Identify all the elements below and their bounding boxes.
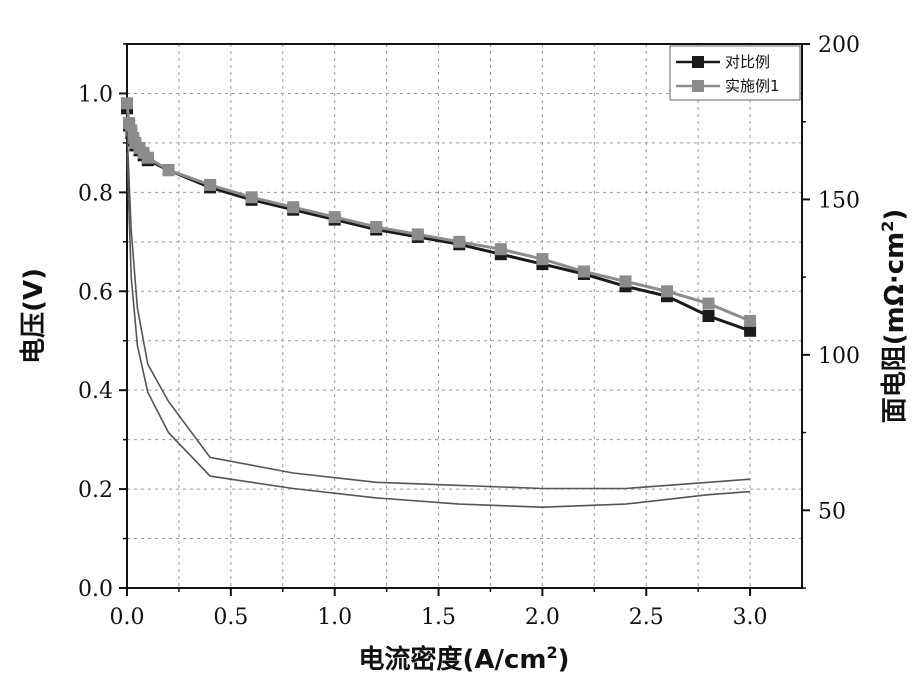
legend-marker-1 xyxy=(692,56,704,68)
series-0-point xyxy=(744,324,757,337)
right-y-axis-title: 面电阻(mΩ·cm2) xyxy=(878,209,910,424)
series-line-2 xyxy=(126,130,751,490)
x-tick-label: 0.0 xyxy=(110,605,145,630)
y-left-tick-label: 0.6 xyxy=(78,280,113,305)
x-tick-label: 1.0 xyxy=(317,605,352,630)
y-left-tick-label: 0.8 xyxy=(78,181,113,206)
x-tick-label: 2.0 xyxy=(525,605,560,630)
x-tick-label: 0.5 xyxy=(213,605,248,630)
series-1-point xyxy=(245,191,258,204)
y-left-tick-label: 0.0 xyxy=(78,577,113,602)
legend-label-1: 对比例 xyxy=(725,53,770,71)
y-left-tick-label: 1.0 xyxy=(78,82,113,107)
legend-marker-2 xyxy=(692,80,704,92)
legend-box xyxy=(669,45,801,101)
series-1-point xyxy=(619,275,632,288)
y-left-tick-label: 0.4 xyxy=(78,379,113,404)
series-0-point xyxy=(702,310,715,322)
series-1-point xyxy=(577,265,590,278)
series-1-point xyxy=(370,221,383,233)
series-1-point xyxy=(744,314,757,327)
legend: 对比例 实施例1 xyxy=(669,45,801,101)
series-layer xyxy=(121,97,757,509)
y-right-tick-label: 50 xyxy=(818,499,846,524)
series-1-point xyxy=(328,211,341,224)
series-1-point xyxy=(453,235,466,248)
series-1-point xyxy=(141,151,154,164)
y-left-tick-label: 0.2 xyxy=(78,478,113,503)
series-1-point xyxy=(661,285,673,298)
series-1-point xyxy=(162,164,175,177)
x-tick-label: 3.0 xyxy=(733,605,768,630)
legend-label-2: 实施例1 xyxy=(725,77,780,95)
series-1-point xyxy=(536,253,549,266)
y-right-tick-label: 150 xyxy=(818,188,860,213)
y-right-tick-label: 200 xyxy=(818,33,860,58)
series-line-3 xyxy=(126,152,751,509)
series-1-point xyxy=(411,228,424,241)
plot-frame xyxy=(126,43,803,589)
axis-ticks: 0.0 0.5 1.0 1.5 2.0 2.5 3.0 0.0 0.2 0.4 0.6 0.8 1.0 5… xyxy=(78,33,860,630)
grid-lines xyxy=(127,44,802,588)
series-1-point xyxy=(494,243,507,256)
series-1-point xyxy=(121,97,133,110)
x-tick-label: 1.5 xyxy=(421,605,456,630)
x-tick-label: 2.5 xyxy=(629,605,664,630)
series-1-point xyxy=(702,297,715,310)
series-1-point xyxy=(287,201,300,214)
x-axis-title: 电流密度(A/cm2) xyxy=(358,643,569,675)
y-right-tick-label: 100 xyxy=(818,344,860,369)
left-y-axis-title: 电压(V) xyxy=(19,268,49,364)
series-1-point xyxy=(204,178,217,191)
